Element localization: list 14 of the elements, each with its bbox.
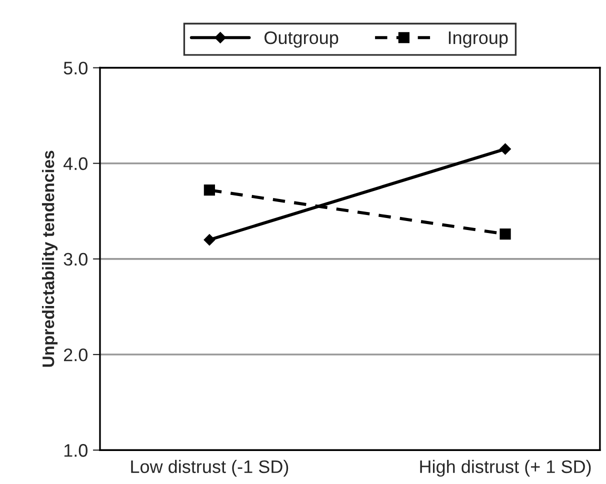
x-tick-label: High distrust (+ 1 SD) [420,460,591,477]
point [500,143,511,155]
y-axis-title: Unpredictability tendencies [42,150,58,367]
y-tick-label: 4.0 [64,157,88,170]
point [204,234,216,246]
x-tick-label: Low distrust (-1 SD) [131,460,288,477]
y-tick-label: 3.0 [64,252,88,266]
y-tick-label: 1.0 [64,444,88,457]
point [500,228,511,240]
legend-label: Ingroup [448,32,508,48]
y-tick-label: 2.0 [64,348,88,362]
y-tick-label: 5.0 [64,62,88,74]
point [204,184,215,196]
legend-label: Outgroup [264,31,338,48]
